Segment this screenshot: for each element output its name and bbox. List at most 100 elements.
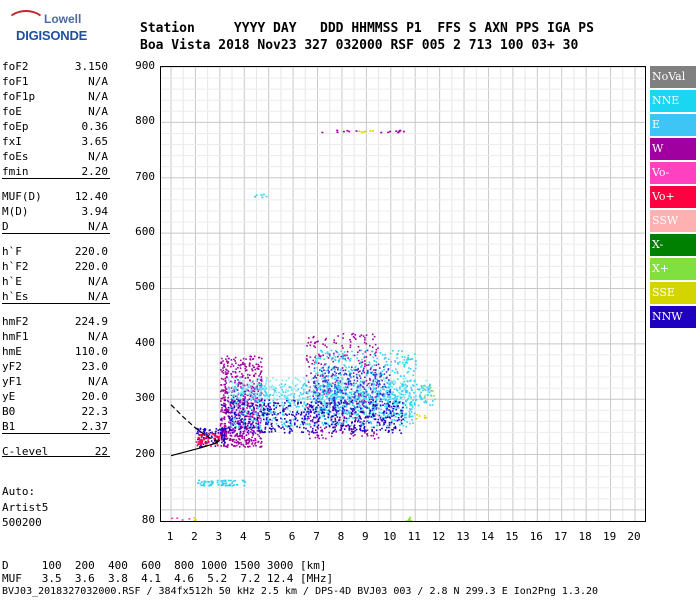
echo-point (312, 377, 315, 379)
echo-point (307, 408, 310, 410)
echo-point (388, 387, 390, 389)
echo-point (362, 394, 364, 396)
echo-point (275, 423, 278, 425)
echo-point (402, 403, 404, 406)
echo-point (239, 367, 242, 369)
echo-point (414, 360, 417, 363)
echo-point (432, 400, 434, 402)
echo-point (376, 424, 379, 427)
echo-point (255, 413, 257, 416)
echo-point (257, 401, 260, 404)
echo-point (306, 403, 309, 405)
echo-point (363, 131, 366, 133)
echo-point (239, 425, 241, 428)
echo-point (255, 401, 257, 403)
echo-point (354, 408, 357, 410)
echo-point (231, 385, 234, 388)
echo-point (248, 393, 251, 395)
echo-point (223, 394, 225, 396)
echo-point (393, 423, 395, 425)
echo-point (227, 400, 230, 403)
echo-point (233, 441, 236, 443)
echo-point (289, 402, 292, 405)
echo-point (240, 425, 243, 427)
echo-point (284, 408, 286, 410)
echo-point (314, 431, 317, 434)
echo-point (332, 423, 334, 426)
echo-point (381, 420, 384, 422)
echo-point (255, 422, 258, 425)
echo-point (396, 419, 399, 422)
echo-point (294, 377, 297, 379)
echo-point (341, 414, 344, 417)
echo-point (271, 425, 273, 427)
param-value: 220.0 (74, 260, 108, 273)
echo-point (378, 367, 381, 369)
echo-point (297, 412, 300, 415)
echo-point (389, 410, 392, 413)
echo-point (391, 431, 394, 434)
echo-point (410, 380, 413, 383)
echo-point (335, 422, 337, 425)
echo-point (257, 427, 260, 430)
echo-point (410, 520, 413, 522)
echo-point (316, 366, 319, 369)
echo-point (375, 399, 378, 401)
echo-point (204, 433, 206, 435)
echo-point (342, 431, 344, 433)
echo-point (332, 396, 334, 398)
echo-point (341, 377, 344, 379)
echo-point (197, 436, 200, 439)
echo-point (430, 394, 433, 397)
echo-point (204, 441, 206, 444)
echo-point (369, 379, 371, 381)
echo-point (308, 415, 310, 418)
echo-point (341, 389, 344, 392)
echo-point (394, 401, 396, 404)
x-tick-label: 16 (529, 530, 543, 543)
echo-point (402, 418, 405, 420)
param-row: h`E N/A (2, 275, 110, 291)
echo-point (410, 408, 413, 410)
echo-point (272, 427, 274, 430)
echo-point (373, 383, 376, 386)
param-row: h`F 220.0 (2, 245, 110, 261)
echo-point (401, 390, 403, 393)
echo-point (342, 421, 345, 423)
echo-point (250, 424, 252, 426)
echo-point (407, 370, 410, 373)
echo-point (408, 518, 411, 521)
echo-point (360, 411, 363, 413)
echo-point (330, 349, 333, 352)
echo-point (371, 428, 373, 431)
echo-point (308, 423, 311, 426)
echo-point (237, 420, 239, 423)
echo-point (288, 425, 291, 428)
echo-point (217, 431, 220, 434)
echo-point (273, 388, 275, 391)
echo-point (359, 428, 361, 431)
echo-point (260, 376, 263, 378)
echo-point (243, 399, 246, 401)
echo-point (361, 430, 364, 432)
echo-point (357, 402, 360, 405)
echo-point (232, 480, 235, 483)
echo-point (223, 434, 225, 437)
echo-point (260, 387, 262, 390)
echo-point (368, 363, 371, 366)
x-tick-label: 8 (337, 530, 345, 543)
echo-point (225, 430, 227, 432)
echo-point (281, 418, 283, 421)
echo-point (250, 423, 253, 425)
echo-point (259, 430, 262, 433)
echo-point (409, 516, 412, 519)
echo-point (238, 414, 241, 417)
echo-point (395, 130, 398, 132)
echo-point (365, 349, 367, 352)
echo-point (219, 431, 222, 434)
echo-point (266, 412, 269, 415)
echo-point (388, 401, 390, 404)
echo-point (292, 399, 295, 402)
echo-point (259, 422, 262, 424)
x-tick-label: 17 (554, 530, 568, 543)
